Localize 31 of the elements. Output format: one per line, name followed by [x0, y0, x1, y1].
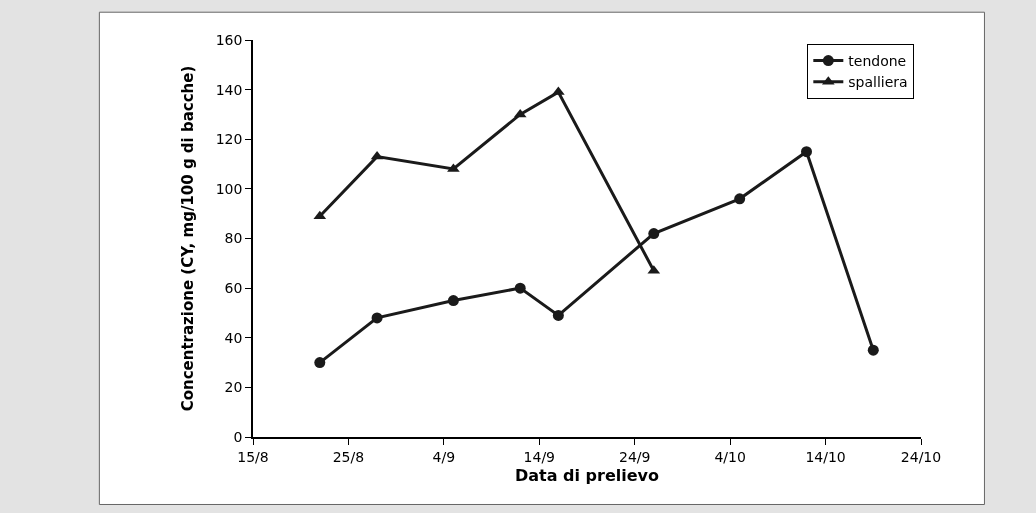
y-tick-label: 40 [224, 329, 243, 346]
x-axis-title: Data di prelievo [514, 465, 660, 485]
point [513, 108, 527, 118]
point [734, 193, 746, 205]
x-tick-label: 14/10 [805, 448, 846, 465]
y-tick-label: 20 [224, 379, 243, 396]
y-tick-label: 140 [215, 81, 243, 98]
point [447, 295, 459, 307]
legend-label: tendone [848, 53, 907, 70]
point [371, 312, 383, 324]
x-tick-label: 14/9 [523, 448, 556, 465]
y-tick-label: 120 [215, 131, 243, 148]
y-axis-title: Concentrazione (CY, mg/100 g di bacche) [179, 65, 198, 412]
y-tick-label: 0 [233, 428, 243, 445]
point [514, 282, 526, 294]
x-tick-label: 24/10 [900, 448, 942, 465]
x-tick-label: 24/9 [618, 448, 651, 465]
x-tick-label: 15/8 [237, 448, 269, 465]
y-tick-label: 80 [224, 230, 243, 247]
x-tick-label: 4/9 [432, 448, 456, 465]
point [314, 357, 326, 369]
x-tick-label: 4/10 [714, 448, 746, 465]
legend-label: spalliera [848, 74, 908, 91]
point [552, 309, 564, 321]
y-tick-label: 160 [215, 31, 243, 48]
x-tick-label: 25/8 [332, 448, 365, 465]
point [648, 228, 660, 240]
point [800, 146, 812, 158]
point [867, 344, 879, 356]
y-tick-label: 60 [224, 280, 243, 297]
y-tick-label: 100 [215, 180, 243, 197]
